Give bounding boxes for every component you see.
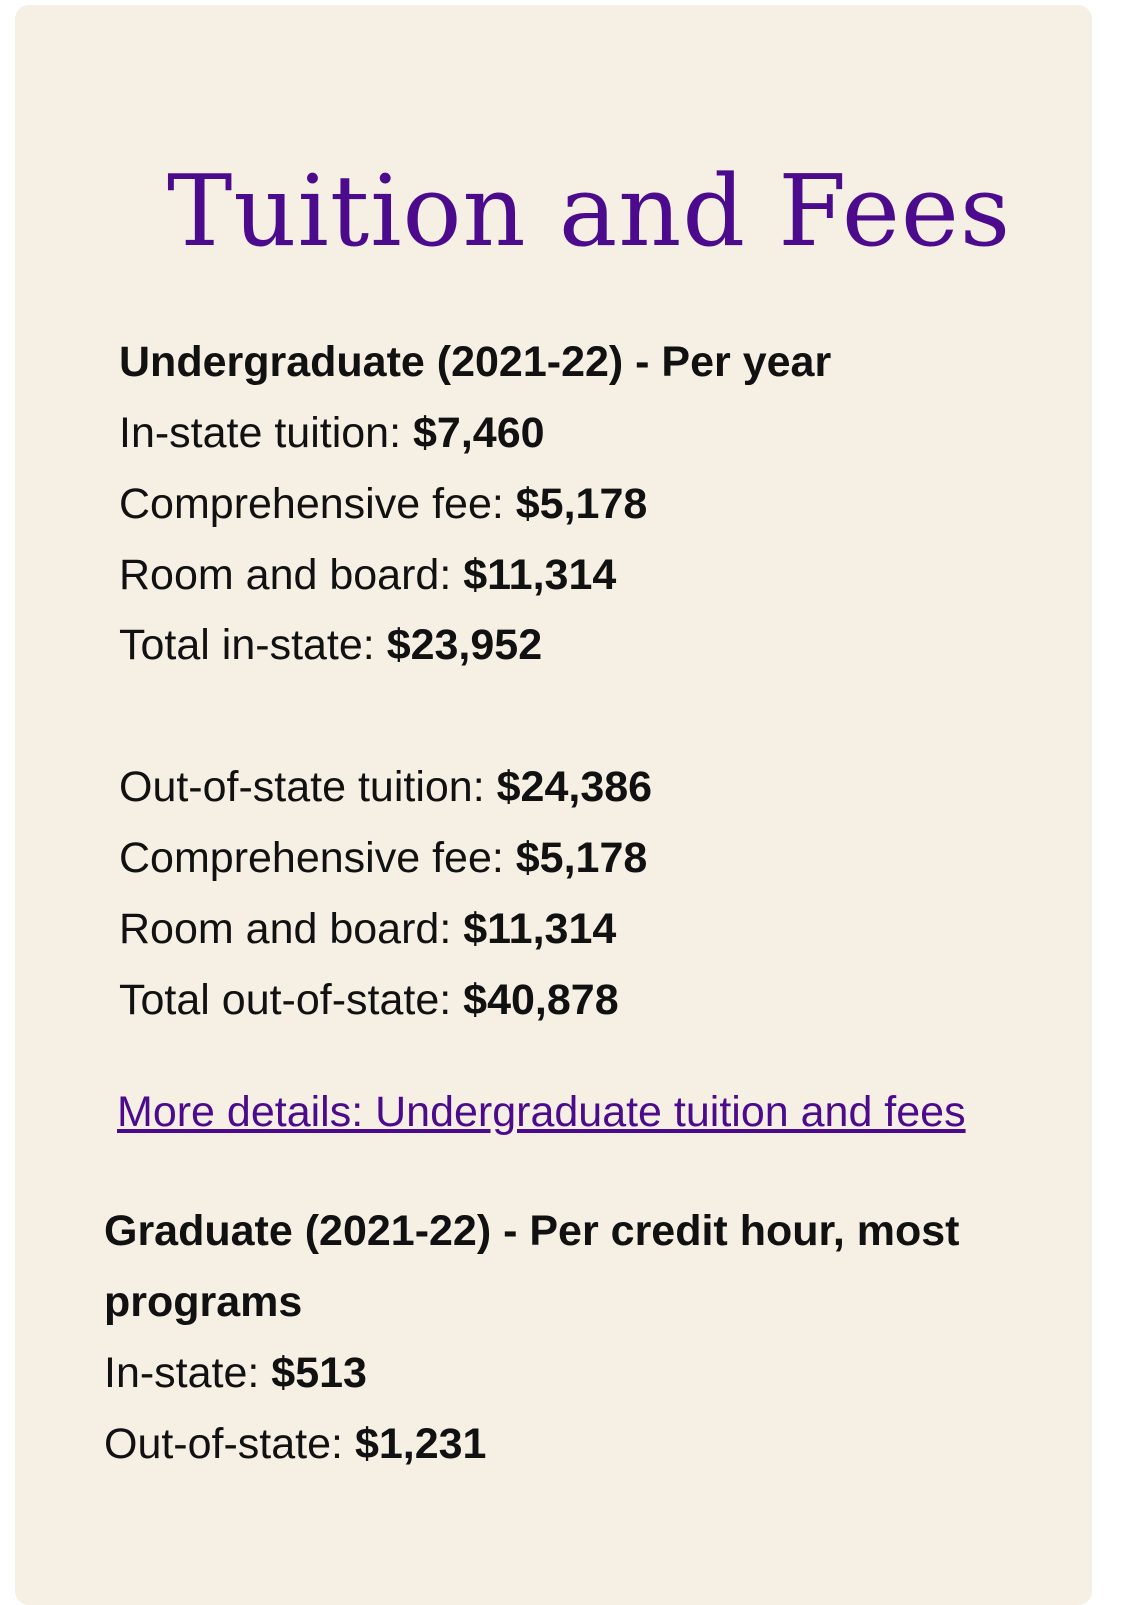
in-state-tuition: In-state tuition: $7,460 — [119, 409, 545, 457]
out-state-comprehensive-fee: Comprehensive fee: $5,178 — [119, 834, 648, 882]
total-in-state: Total in-state: $23,952 — [119, 621, 543, 669]
total-out-state: Total out-of-state: $40,878 — [119, 976, 619, 1024]
in-state-room-board: Room and board: $11,314 — [119, 551, 617, 599]
undergrad-details-link[interactable]: More details: Undergraduate tuition and … — [117, 1088, 966, 1136]
out-state-tuition: Out-of-state tuition: $24,386 — [119, 763, 653, 811]
in-state-comprehensive-fee: Comprehensive fee: $5,178 — [119, 480, 648, 528]
grad-heading-cont: programs — [104, 1278, 303, 1326]
grad-heading: Graduate (2021-22) - Per credit hour, mo… — [104, 1207, 960, 1255]
page-title: Tuition and Fees — [167, 155, 1012, 269]
tuition-card: Tuition and Fees Undergraduate (2021-22)… — [15, 5, 1092, 1605]
grad-in-state: In-state: $513 — [104, 1349, 367, 1397]
grad-out-state: Out-of-state: $1,231 — [104, 1420, 487, 1468]
undergrad-heading: Undergraduate (2021-22) - Per year — [119, 338, 832, 386]
out-state-room-board: Room and board: $11,314 — [119, 905, 617, 953]
